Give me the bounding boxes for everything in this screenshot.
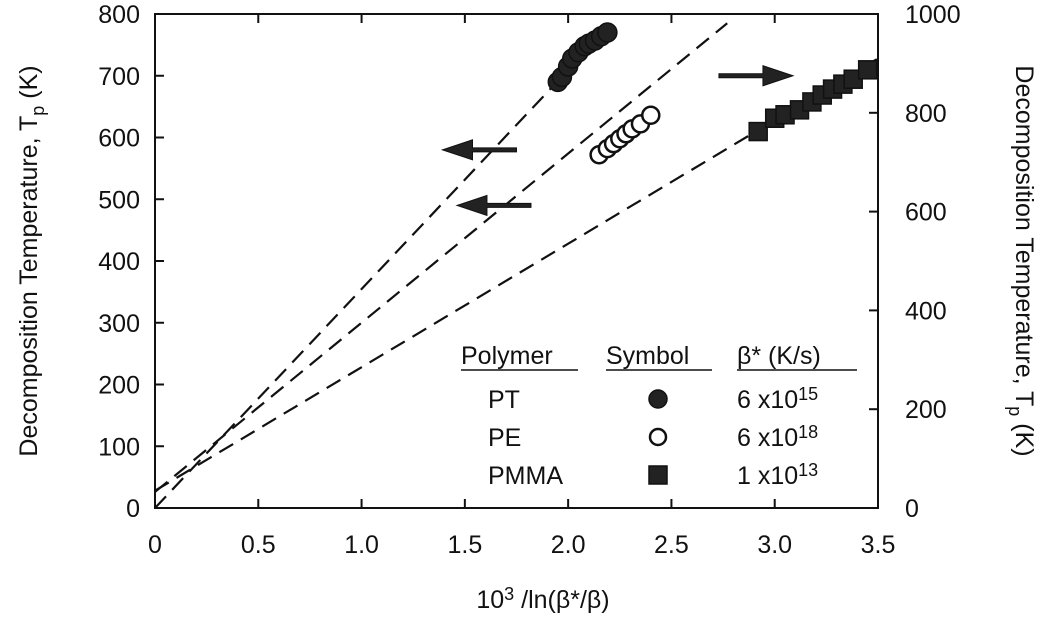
y-left-tick-label: 200 [98,372,140,400]
arrow-pe-right [718,65,795,87]
fit-line-pe [154,22,728,493]
y-left-tick-label: 0 [126,495,140,523]
y-right-tick-label: 1000 [905,1,961,29]
legend-beta-pe: 6 x1018 [737,422,818,452]
legend-beta-pmma: 1 x1013 [737,460,818,490]
legend-header-polymer: Polymer [461,342,553,370]
y-axis-left-title: Decomposition Temperature, Tp (K) [15,65,48,456]
data-points [547,22,878,165]
axis-arrows [440,65,795,217]
y-right-tick-label: 400 [905,297,947,325]
y-left-tick-label: 300 [98,310,140,338]
y-right-tick-label: 800 [905,100,947,128]
x-tick-label: 1.0 [344,531,379,559]
data-point-pe [641,105,661,126]
y-left-tick-label: 700 [98,63,140,91]
legend-label-pt: PT [488,386,520,414]
y-left-tick-label: 400 [98,248,140,276]
legend-beta-pt: 6 x1015 [737,384,818,414]
legend-label-pmma: PMMA [488,462,563,490]
fit-line-pt [154,25,611,509]
arrow-pt-left [440,139,517,161]
y-right-tick-label: 200 [905,396,947,424]
y-axis-right-title: Decomposition Temperature, Tp (K) [1005,65,1038,456]
data-point-pt [597,22,618,43]
x-tick-label: 0 [148,531,162,559]
legend-symbol-pe [648,427,668,447]
legend-header-beta: β* (K/s) [737,342,821,370]
x-axis-title: 103 /ln(β*/β) [476,584,609,614]
y-right-tick-label: 600 [905,199,947,227]
data-point-pmma [748,121,768,142]
x-tick-label: 2.5 [654,531,689,559]
data-point-pmma [857,60,878,80]
x-tick-label: 3.0 [757,531,792,559]
legend-label-pe: PE [488,424,521,452]
arrow-pmma-left [455,194,532,217]
x-tick-label: 0.5 [241,531,276,559]
y-right-tick-label: 0 [905,495,919,523]
legend-symbol-pmma [648,465,668,485]
x-tick-label: 1.5 [447,531,482,559]
legend-symbol-pt [648,389,668,409]
y-left-tick-label: 800 [98,1,140,29]
x-tick-label: 3.5 [861,531,896,559]
x-tick-label: 2.0 [551,531,586,559]
y-left-tick-label: 500 [98,186,140,214]
y-left-tick-label: 600 [98,125,140,153]
legend: Polymer Symbol β* (K/s) PT 6 x1015 PE 6 … [461,342,857,490]
legend-header-symbol: Symbol [606,342,689,370]
y-left-tick-label: 100 [98,433,140,461]
